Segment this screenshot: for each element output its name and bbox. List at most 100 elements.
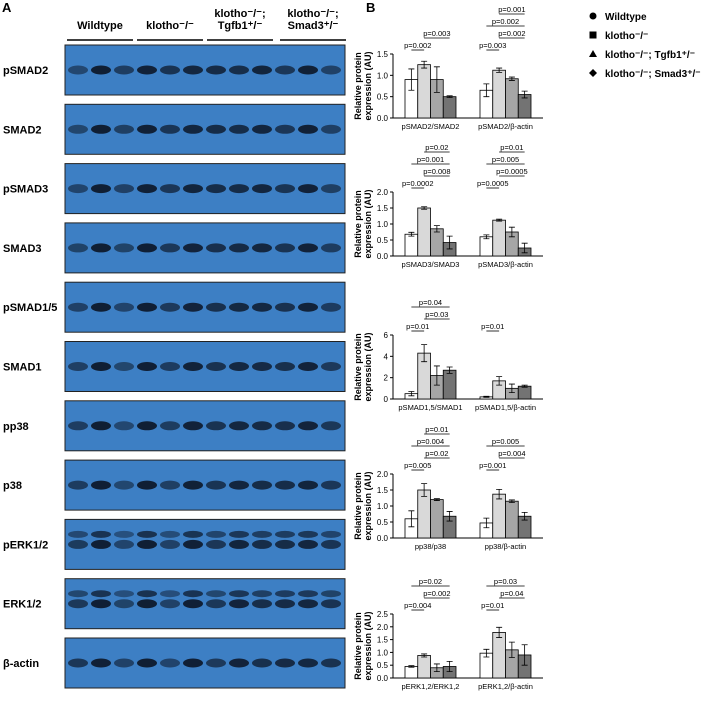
group-label: klotho⁻/⁻; Smad3⁺/⁻ bbox=[287, 8, 339, 32]
x-tick-label: pp38/p38 bbox=[415, 542, 446, 551]
bar bbox=[417, 64, 431, 119]
p-value: p=0.005 bbox=[492, 155, 519, 164]
band bbox=[321, 124, 341, 134]
error-bar bbox=[421, 653, 428, 658]
band bbox=[252, 243, 272, 253]
band bbox=[206, 362, 226, 371]
band bbox=[160, 421, 180, 431]
band bbox=[183, 590, 203, 598]
bar-chart: 0.0 0.5 1.0 1.5 2.0 2.5 pERK1,2/ERK1,2 p=0.004 p… bbox=[377, 577, 543, 691]
band bbox=[183, 184, 203, 194]
band bbox=[298, 302, 318, 312]
band bbox=[229, 530, 249, 538]
band bbox=[275, 530, 295, 538]
band bbox=[206, 530, 226, 538]
band bbox=[229, 362, 249, 371]
band bbox=[229, 421, 249, 431]
band bbox=[68, 302, 88, 312]
p-value: p=0.03 bbox=[494, 577, 517, 586]
p-value: p=0.0005 bbox=[477, 179, 509, 188]
band bbox=[298, 658, 318, 668]
band bbox=[321, 480, 341, 490]
band bbox=[183, 421, 203, 431]
band bbox=[298, 362, 318, 371]
y-tick-label: 0.0 bbox=[377, 534, 389, 543]
bar bbox=[505, 500, 519, 539]
y-axis-label: Relative protein expression (AU) bbox=[353, 471, 373, 541]
bar bbox=[492, 69, 506, 119]
band bbox=[321, 658, 341, 668]
y-tick-label: 0 bbox=[384, 395, 389, 404]
band bbox=[183, 480, 203, 490]
error-bar bbox=[483, 234, 490, 240]
error-bar bbox=[496, 376, 503, 386]
band bbox=[252, 302, 272, 312]
band bbox=[68, 362, 88, 371]
band bbox=[137, 124, 157, 134]
y-tick-label: 1.5 bbox=[377, 50, 389, 59]
p-value: p=0.008 bbox=[423, 167, 450, 176]
band bbox=[137, 421, 157, 431]
band bbox=[91, 599, 111, 609]
band bbox=[114, 65, 134, 75]
band bbox=[137, 302, 157, 312]
band bbox=[275, 539, 295, 549]
band bbox=[114, 362, 134, 371]
band bbox=[252, 362, 272, 371]
band bbox=[183, 599, 203, 609]
y-tick-label: 2.5 bbox=[377, 610, 389, 619]
row-label: ERK1/2 bbox=[3, 599, 42, 611]
error-bar bbox=[521, 512, 528, 521]
error-bar bbox=[521, 242, 528, 254]
x-tick-label: pSMAD2/SMAD2 bbox=[402, 122, 460, 131]
band bbox=[206, 243, 226, 253]
p-value: p=0.01 bbox=[481, 322, 504, 331]
x-tick-label: pSMAD1,5/β-actin bbox=[475, 403, 536, 412]
band bbox=[206, 480, 226, 490]
band bbox=[229, 302, 249, 312]
p-value: p=0.02 bbox=[419, 577, 442, 586]
error-bar bbox=[433, 225, 440, 233]
bar bbox=[492, 219, 506, 257]
band bbox=[321, 539, 341, 549]
band bbox=[298, 480, 318, 490]
band bbox=[321, 302, 341, 312]
band bbox=[321, 590, 341, 598]
p-value: p=0.005 bbox=[404, 461, 431, 470]
bar bbox=[517, 385, 532, 400]
band bbox=[160, 658, 180, 668]
band bbox=[206, 65, 226, 75]
p-value: p=0.0002 bbox=[402, 179, 434, 188]
band bbox=[137, 65, 157, 75]
y-tick-label: 1.0 bbox=[377, 71, 389, 80]
p-value: p=0.001 bbox=[479, 461, 506, 470]
row-label: pSMAD1/5 bbox=[3, 302, 57, 314]
band bbox=[68, 421, 88, 431]
row-label: p38 bbox=[3, 480, 22, 492]
band bbox=[229, 65, 249, 75]
row-label: pp38 bbox=[3, 421, 29, 433]
band bbox=[68, 124, 88, 134]
band bbox=[114, 480, 134, 490]
y-tick-label: 2.0 bbox=[377, 188, 389, 197]
band bbox=[252, 480, 272, 490]
p-value: p=0.01 bbox=[425, 425, 448, 434]
p-value: p=0.02 bbox=[425, 143, 448, 152]
band bbox=[275, 124, 295, 134]
y-tick-label: 0.5 bbox=[377, 93, 389, 102]
band bbox=[206, 539, 226, 549]
error-bar bbox=[408, 68, 415, 91]
group-label: klotho⁻/⁻ bbox=[146, 20, 194, 32]
p-value: p=0.003 bbox=[479, 41, 506, 50]
bar bbox=[417, 207, 431, 257]
band bbox=[68, 243, 88, 253]
band bbox=[206, 184, 226, 194]
band bbox=[321, 530, 341, 538]
band bbox=[114, 421, 134, 431]
error-bar bbox=[421, 206, 428, 210]
y-tick-label: 2.0 bbox=[377, 470, 389, 479]
p-value: p=0.01 bbox=[500, 143, 523, 152]
error-bar bbox=[446, 235, 453, 250]
bar bbox=[479, 236, 494, 257]
